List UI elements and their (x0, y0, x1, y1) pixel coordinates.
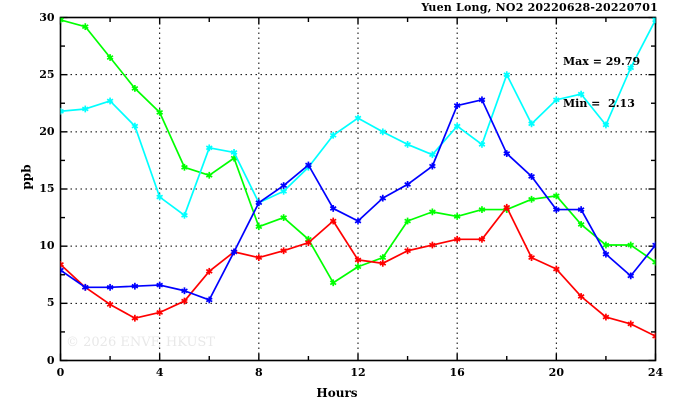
y-tick-label: 0 (46, 353, 55, 367)
chart-title: Yuen Long, NO2 20220628-20220701 (421, 1, 658, 14)
copyright-watermark: © 2026 ENVF, HKUST (66, 335, 215, 350)
y-tick-label: 25 (39, 67, 55, 81)
data-series-day4 (60, 96, 656, 304)
y-tick-label: 10 (39, 239, 55, 253)
x-tick-label: 16 (449, 365, 465, 379)
x-tick-label: 12 (350, 365, 366, 379)
y-tick-label: 30 (39, 10, 55, 24)
data-series-day2 (60, 17, 656, 219)
x-tick-label: 4 (155, 365, 164, 379)
x-axis-label: Hours (316, 386, 358, 400)
y-tick-label: 20 (39, 124, 55, 138)
x-tick-label: 0 (56, 365, 65, 379)
y-tick-label: 15 (39, 182, 55, 195)
axis-ticks (59, 16, 657, 362)
x-tick-label: 24 (647, 365, 664, 379)
max-value-label: Max = 29.79 (563, 55, 641, 68)
stats-annotation: Max = 29.79 Min = 2.13 (563, 27, 640, 139)
data-series-day1 (60, 17, 656, 287)
x-tick-label: 8 (255, 365, 263, 379)
y-tick-label: 5 (46, 296, 55, 310)
grid-lines (60, 17, 656, 361)
x-tick-label: 20 (548, 365, 564, 379)
min-value-label: Min = 2.13 (563, 97, 635, 110)
